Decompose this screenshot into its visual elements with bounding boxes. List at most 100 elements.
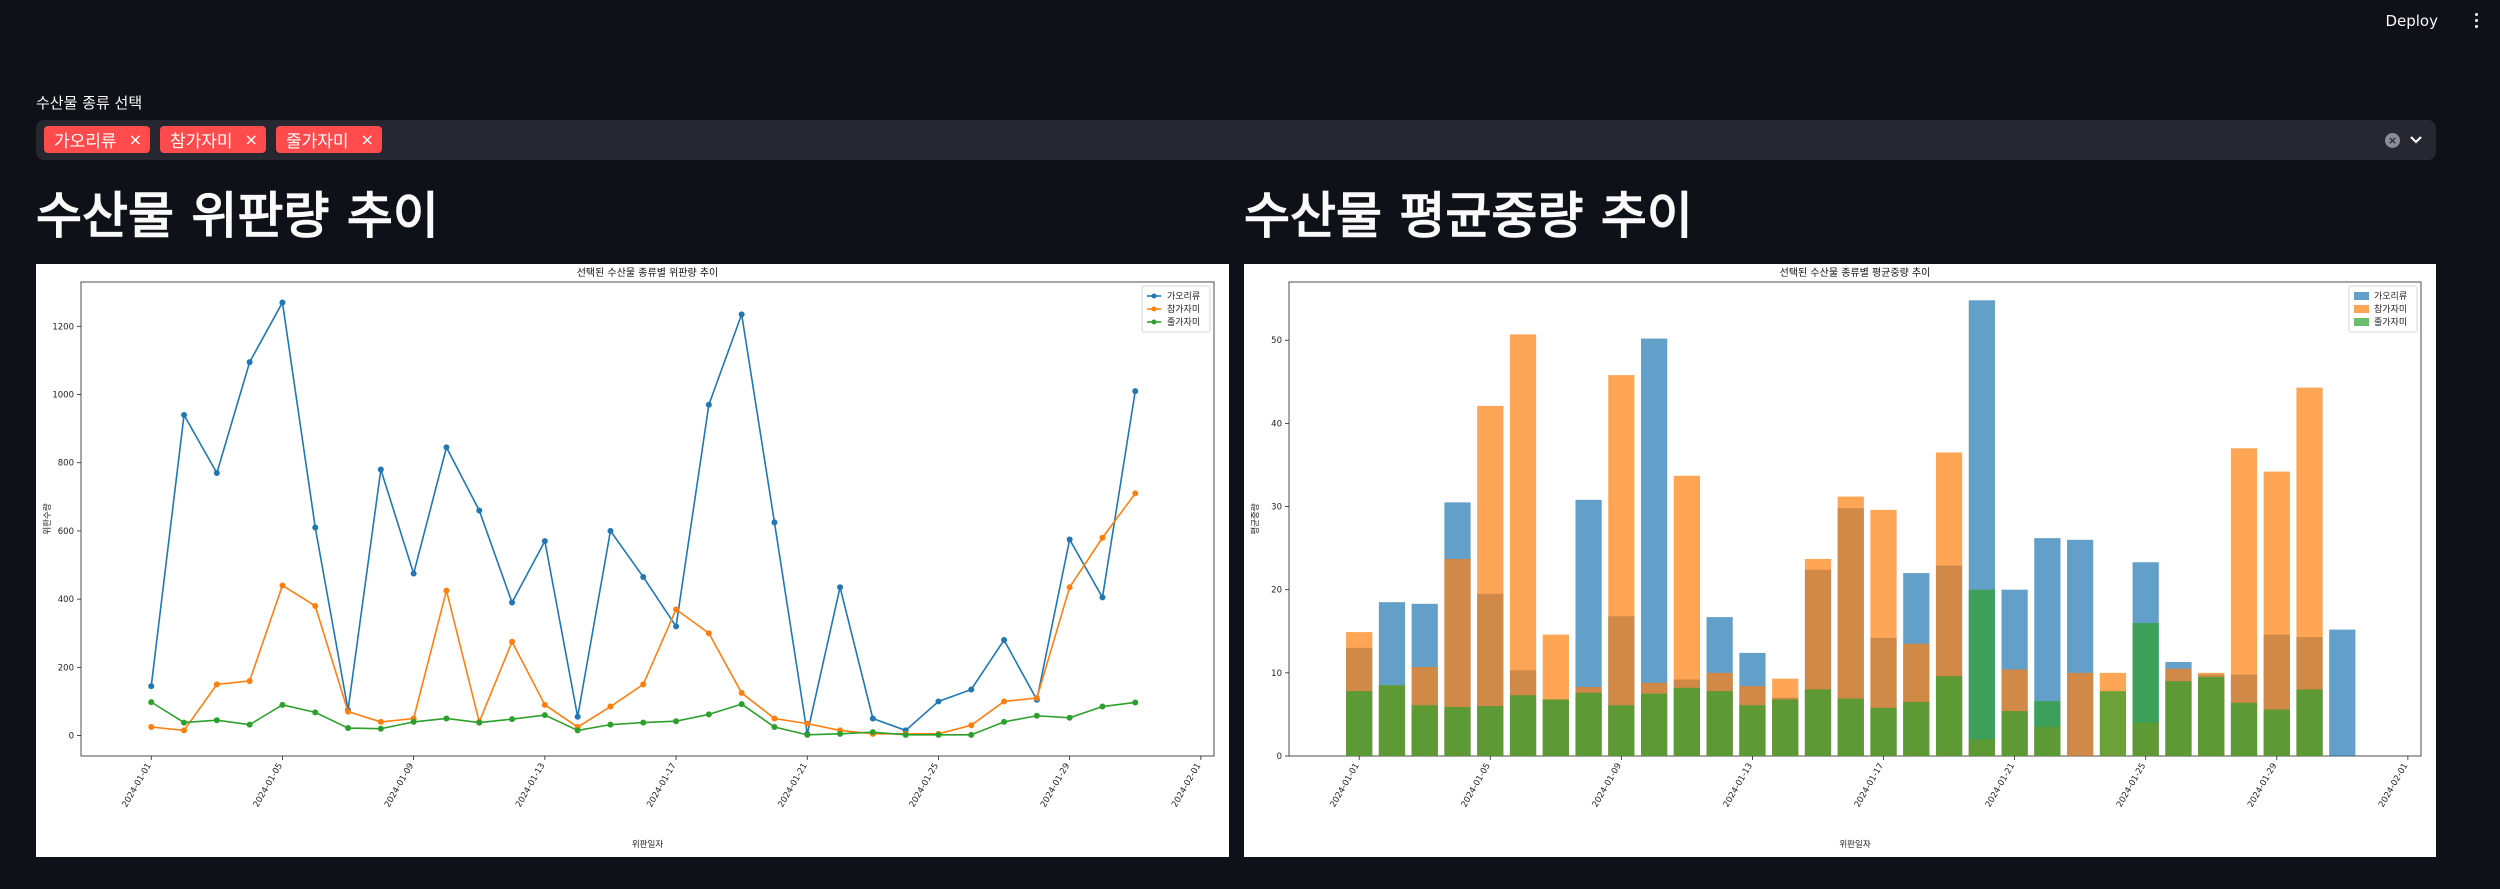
legend-marker	[1151, 306, 1157, 312]
filter-label: 수산물 종류 선택	[36, 94, 143, 112]
sales-volume-chart: 선택된 수산물 종류별 위판량 추이 0 200 400 600 800 1000 1200 2…	[36, 264, 1229, 857]
bar	[2165, 681, 2192, 756]
data-point	[869, 715, 876, 722]
bar	[1509, 695, 1537, 756]
data-point	[705, 630, 712, 637]
y-tick-label: 40	[1271, 419, 1282, 429]
bar	[2198, 677, 2225, 756]
data-point	[377, 466, 384, 473]
y-tick-label: 20	[1271, 586, 1282, 596]
y-tick-label: 200	[58, 663, 74, 673]
data-point	[181, 727, 188, 734]
kebab-menu-icon[interactable]	[2466, 6, 2486, 34]
data-point	[1099, 534, 1106, 541]
data-point	[410, 718, 417, 725]
data-point	[181, 719, 188, 726]
legend-label: 참가자미	[1167, 304, 1200, 315]
selected-tags: 가오리류 × 참가자미 × 줄가자미 ×	[44, 126, 382, 153]
data-point	[148, 699, 155, 706]
data-point	[541, 701, 548, 708]
data-point	[1066, 584, 1073, 591]
x-tick-label: 2024-01-09	[383, 762, 416, 810]
data-point	[804, 731, 811, 738]
data-point	[902, 731, 909, 738]
x-tick-label: 2024-02-01	[1170, 762, 1203, 810]
clear-all-icon[interactable]: ×	[2385, 133, 2400, 148]
data-point	[673, 718, 680, 725]
bar	[1706, 691, 1733, 756]
data-point	[968, 731, 975, 738]
bar	[2132, 622, 2159, 756]
x-tick-label: 2024-01-25	[908, 762, 941, 810]
data-point	[771, 724, 778, 731]
y-tick-label: 800	[58, 459, 74, 469]
tag-label: 줄가자미	[285, 132, 349, 152]
x-tick-label: 2024-01-21	[776, 762, 809, 810]
legend-swatch	[2354, 305, 2369, 313]
bar	[1444, 706, 1471, 756]
data-point	[1132, 699, 1139, 706]
data-point	[246, 677, 253, 684]
bar	[2099, 691, 2127, 756]
bar	[2067, 672, 2094, 756]
legend-label: 줄가자미	[2374, 317, 2407, 328]
series-line	[150, 701, 1136, 736]
data-point	[869, 729, 876, 736]
bar	[1968, 589, 1995, 756]
avg-weight-chart: 선택된 수산물 종류별 평균중량 추이 0 10 20 30 40 50 2024-01-01…	[1244, 264, 2436, 857]
data-point	[705, 401, 712, 408]
bar	[1903, 701, 1930, 756]
x-tick-label: 2024-02-01	[2377, 762, 2410, 810]
data-point	[771, 715, 778, 722]
x-tick-label: 2024-01-05	[1460, 762, 1493, 810]
data-point	[246, 721, 253, 728]
tag-remove-icon[interactable]: ×	[128, 130, 142, 149]
bar	[1575, 692, 1602, 756]
data-point	[607, 721, 614, 728]
data-point	[213, 717, 220, 724]
data-point	[509, 716, 516, 723]
data-point	[1132, 490, 1139, 497]
bar	[1542, 699, 1569, 756]
legend-marker	[1151, 293, 1157, 299]
data-point	[673, 606, 680, 613]
x-tick-label: 2024-01-17	[1853, 762, 1886, 810]
data-point	[377, 718, 384, 725]
data-point	[509, 638, 516, 645]
data-point	[213, 469, 220, 476]
data-point	[1033, 695, 1040, 702]
data-point	[968, 686, 975, 693]
x-tick-label: 2024-01-21	[1984, 762, 2017, 810]
tag-remove-icon[interactable]: ×	[360, 130, 374, 149]
tag-label: 가오리류	[54, 132, 117, 152]
data-point	[1001, 698, 1008, 705]
data-point	[1099, 703, 1106, 710]
bar	[2001, 711, 2028, 756]
data-point	[443, 444, 450, 451]
data-point	[181, 411, 188, 418]
plot-frame	[80, 281, 1215, 757]
series-line	[151, 492, 1136, 735]
bar	[2263, 471, 2290, 756]
x-tick-label: 2024-01-13	[1722, 762, 1755, 810]
legend-box	[1141, 285, 1211, 333]
bar	[2329, 629, 2356, 756]
data-point	[1099, 594, 1106, 601]
chevron-down-icon[interactable]	[2408, 129, 2424, 149]
chart-title: 선택된 수산물 종류별 위판량 추이	[577, 266, 719, 279]
bar	[1509, 334, 1537, 756]
bar	[1477, 706, 1504, 756]
legend-label: 가오리류	[2374, 291, 2407, 302]
data-point	[738, 689, 745, 696]
bar	[1641, 693, 1668, 756]
y-tick-label: 600	[58, 527, 74, 537]
deploy-button[interactable]: Deploy	[2385, 12, 2438, 30]
y-axis-label: 위판수량	[42, 503, 53, 534]
data-point	[345, 708, 352, 715]
data-point	[148, 724, 155, 731]
tag-remove-icon[interactable]: ×	[244, 130, 258, 149]
bar	[1411, 705, 1438, 756]
bar	[1608, 375, 1635, 756]
data-point	[640, 573, 647, 580]
species-multiselect[interactable]: 가오리류 × 참가자미 × 줄가자미 × ×	[36, 120, 2436, 160]
